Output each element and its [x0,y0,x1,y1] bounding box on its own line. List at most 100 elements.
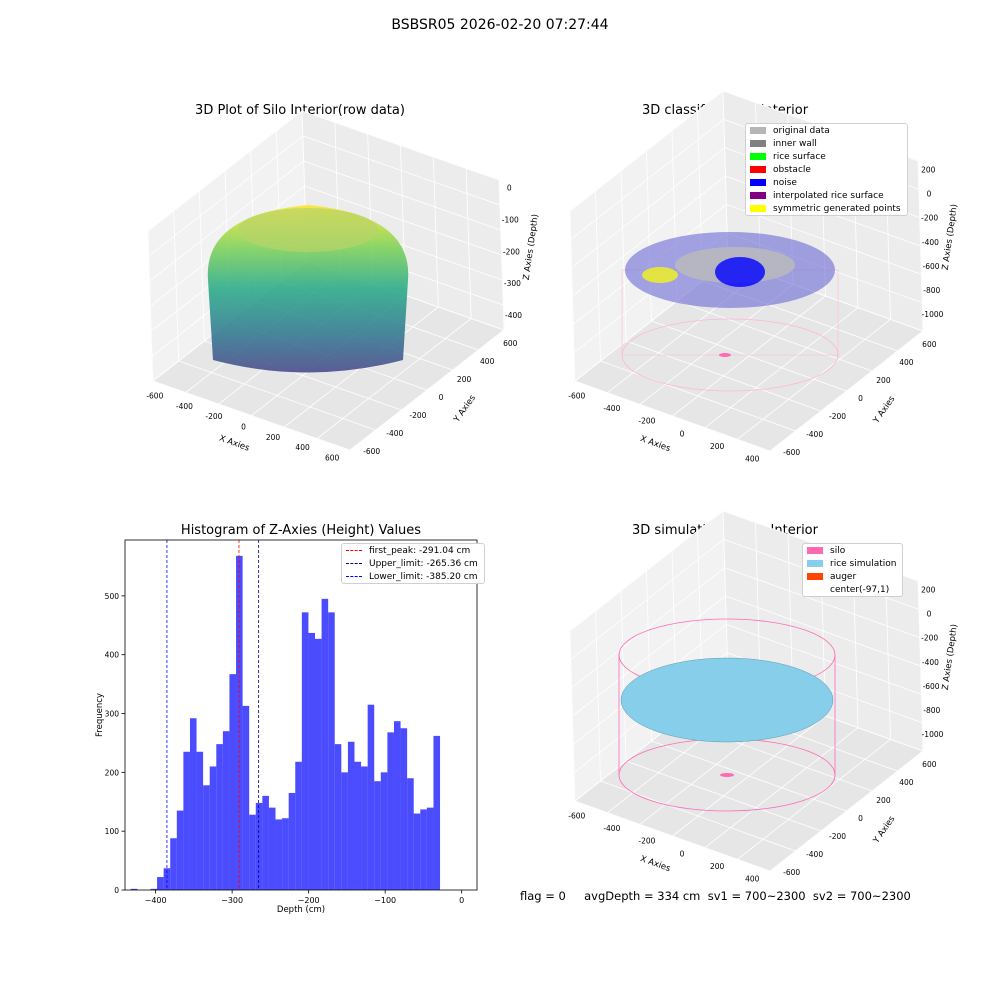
legend-entry: center(-97,1) [803,583,902,596]
histogram-bar [328,612,335,890]
legend-line-marker [346,576,362,577]
histogram-bar [354,761,362,890]
axis-tick-label: 200 [876,796,891,805]
histogram-bar [209,766,217,890]
histogram-bar [295,761,302,890]
axis-tick-label: 0 [439,393,444,402]
axis-tick-label: 0 [680,849,685,858]
legend-label: auger [830,571,857,582]
histogram-bar [262,795,269,890]
axis-tick-label: -600 [363,447,380,456]
histogram-bar [130,888,138,890]
histogram-bar [301,612,309,890]
axis-tick-label: -400 [806,430,823,439]
axis-tick-label: 0 [858,814,863,823]
axis-tick-label: 200 [921,166,936,175]
legend-label: center(-97,1) [830,584,890,595]
axis-tick-label: 0 [507,184,512,193]
legend-label: obstacle [773,164,811,175]
legend-label: rice simulation [830,558,897,569]
axis-tick-label: -800 [923,706,940,715]
gridline [569,90,724,212]
histogram-bar [216,744,223,890]
axis-tick-label: -200 [829,832,846,841]
point-cloud [207,205,409,373]
legend-label: rice surface [773,151,826,162]
histogram-bar [203,785,210,890]
axis-tick-label: 200 [876,376,891,385]
histogram-title: Histogram of Z-Axies (Height) Values [180,523,422,538]
axis-tick-label: -200 [638,837,655,846]
legend-swatch [807,560,823,567]
histogram-bar [150,888,158,890]
y-tick-label: 0 [114,886,119,895]
axis-tick-label: 600 [922,760,937,769]
axis-tick-label: 200 [266,433,281,442]
legend-line-marker [346,563,362,564]
silo-center [720,773,734,777]
legend-swatch [750,140,766,147]
histogram-bar [426,807,434,890]
legend-swatch [750,153,766,160]
axis-tick-label: 600 [503,339,518,348]
axis-tick-label: -200 [205,412,222,421]
symmetric-points [642,267,678,283]
legend-entry: obstacle [746,163,907,176]
axis-tick-label: 0 [241,423,246,432]
axis-tick-label: -400 [922,658,939,667]
axis-tick-label: -200 [921,634,938,643]
histogram-bar [196,751,204,890]
histogram-bar [433,735,441,890]
axis-tick-label: 400 [899,778,914,787]
axis-tick-label: -600 [923,262,940,271]
axis-tick-label: -200 [503,247,520,256]
axis-tick-label: -400 [806,850,823,859]
gridline [302,135,500,206]
legend-entry: Lower_limit: -385.20 cm [342,570,484,583]
panel2-legend: original data inner wall rice surface obsta… [745,123,908,216]
legend-label: interpolated rice surface [773,190,884,201]
axis-tick-label: -600 [923,682,940,691]
y-tick-label: 500 [105,592,120,601]
legend-entry: first_peak: -291.04 cm [342,544,484,557]
gridline [349,329,505,451]
axis-tick-label: 200 [921,586,936,595]
axis-tick-label: -300 [504,279,521,288]
legend-label: symmetric generated points [773,203,901,214]
axis-tick-label: 200 [710,442,725,451]
axis-tick-label: -400 [505,311,522,320]
histogram-bar [255,802,263,890]
histogram-bar [334,744,342,890]
histogram-bar [315,638,322,890]
legend-entry: Upper_limit: -265.36 cm [342,557,484,570]
histogram-bar [229,674,237,890]
gridline [569,510,724,632]
histogram-bar [321,598,329,890]
histogram-bar [163,868,171,890]
histogram-bar [413,813,421,890]
x-tick-label: 0 [459,896,464,905]
legend-entry: original data [746,124,907,137]
axis-tick-label: 600 [922,340,937,349]
legend-swatch [807,586,823,593]
histogram-bar [374,781,381,890]
legend-entry: interpolated rice surface [746,189,907,202]
legend-entry: symmetric generated points [746,202,907,215]
panel1-title: 3D Plot of Silo Interior(row data) [195,103,405,118]
legend-entry: inner wall [746,137,907,150]
axis-tick-label: -600 [568,812,585,821]
axis-tick-label: -200 [829,412,846,421]
x-tick-label: −300 [221,896,243,905]
figure-title: BSBSR05 2026-02-20 07:27:44 [391,17,609,33]
histogram-bar [387,732,394,890]
axis-tick-label: 400 [480,357,495,366]
histogram-bar [249,814,256,890]
histogram-bar [393,721,401,890]
x-axis-label: X Axies [639,854,672,874]
axis-tick-label: 400 [899,358,914,367]
y-tick-label: 100 [105,827,120,836]
legend-entry: silo [803,544,902,557]
axis-tick-label: -400 [603,824,620,833]
histogram-bar [176,810,184,890]
